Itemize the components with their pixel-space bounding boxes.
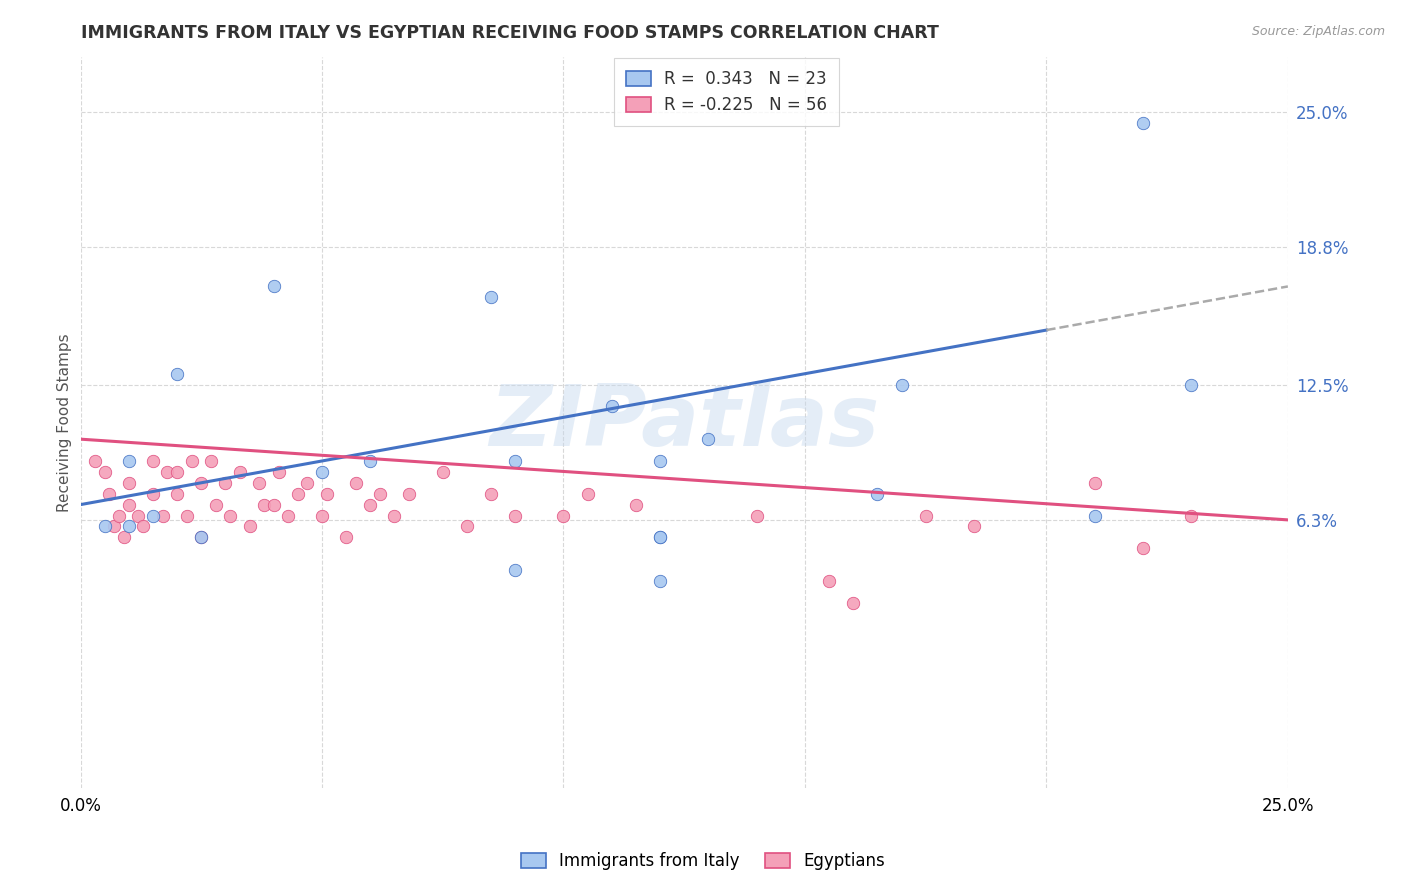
- Point: [432, 465, 454, 479]
- Point: [648, 530, 671, 544]
- Point: [1180, 377, 1202, 392]
- Point: [1084, 508, 1107, 523]
- Point: [890, 377, 912, 392]
- Point: [311, 465, 333, 479]
- Point: [190, 530, 212, 544]
- Text: ZIPatlas: ZIPatlas: [489, 381, 879, 465]
- Point: [335, 530, 357, 544]
- Point: [190, 475, 212, 490]
- Point: [287, 486, 309, 500]
- Point: [176, 508, 198, 523]
- Point: [1132, 116, 1154, 130]
- Point: [359, 454, 381, 468]
- Point: [576, 486, 599, 500]
- Point: [238, 519, 260, 533]
- Point: [818, 574, 841, 588]
- Point: [384, 508, 406, 523]
- Point: [214, 475, 236, 490]
- Point: [1132, 541, 1154, 556]
- Point: [263, 498, 285, 512]
- Point: [648, 574, 671, 588]
- Point: [142, 508, 165, 523]
- Point: [132, 519, 155, 533]
- Point: [479, 486, 502, 500]
- Legend: R =  0.343   N = 23, R = -0.225   N = 56: R = 0.343 N = 23, R = -0.225 N = 56: [614, 58, 839, 126]
- Point: [93, 519, 115, 533]
- Point: [456, 519, 478, 533]
- Point: [219, 508, 242, 523]
- Y-axis label: Receiving Food Stamps: Receiving Food Stamps: [58, 334, 72, 512]
- Point: [166, 465, 188, 479]
- Point: [142, 486, 165, 500]
- Point: [98, 486, 121, 500]
- Point: [1084, 475, 1107, 490]
- Point: [359, 498, 381, 512]
- Point: [503, 508, 526, 523]
- Point: [315, 486, 337, 500]
- Point: [648, 530, 671, 544]
- Point: [297, 475, 319, 490]
- Point: [368, 486, 391, 500]
- Point: [553, 508, 575, 523]
- Point: [152, 508, 174, 523]
- Point: [108, 508, 131, 523]
- Point: [166, 367, 188, 381]
- Point: [697, 432, 720, 446]
- Point: [127, 508, 149, 523]
- Point: [479, 290, 502, 304]
- Point: [267, 465, 290, 479]
- Point: [253, 498, 276, 512]
- Point: [118, 454, 141, 468]
- Point: [624, 498, 647, 512]
- Point: [866, 486, 889, 500]
- Point: [112, 530, 135, 544]
- Point: [118, 498, 141, 512]
- Point: [914, 508, 936, 523]
- Text: IMMIGRANTS FROM ITALY VS EGYPTIAN RECEIVING FOOD STAMPS CORRELATION CHART: IMMIGRANTS FROM ITALY VS EGYPTIAN RECEIV…: [80, 24, 938, 42]
- Point: [166, 486, 188, 500]
- Point: [103, 519, 125, 533]
- Point: [311, 508, 333, 523]
- Point: [93, 465, 115, 479]
- Point: [277, 508, 299, 523]
- Point: [118, 475, 141, 490]
- Point: [503, 563, 526, 577]
- Point: [745, 508, 768, 523]
- Point: [118, 519, 141, 533]
- Point: [600, 400, 623, 414]
- Point: [84, 454, 107, 468]
- Legend: Immigrants from Italy, Egyptians: Immigrants from Italy, Egyptians: [515, 846, 891, 877]
- Point: [190, 530, 212, 544]
- Point: [344, 475, 367, 490]
- Point: [156, 465, 179, 479]
- Point: [142, 454, 165, 468]
- Point: [963, 519, 986, 533]
- Point: [503, 454, 526, 468]
- Point: [842, 596, 865, 610]
- Point: [204, 498, 226, 512]
- Text: Source: ZipAtlas.com: Source: ZipAtlas.com: [1251, 25, 1385, 38]
- Point: [1180, 508, 1202, 523]
- Point: [229, 465, 252, 479]
- Point: [200, 454, 222, 468]
- Point: [263, 279, 285, 293]
- Point: [180, 454, 202, 468]
- Point: [648, 454, 671, 468]
- Point: [247, 475, 270, 490]
- Point: [398, 486, 420, 500]
